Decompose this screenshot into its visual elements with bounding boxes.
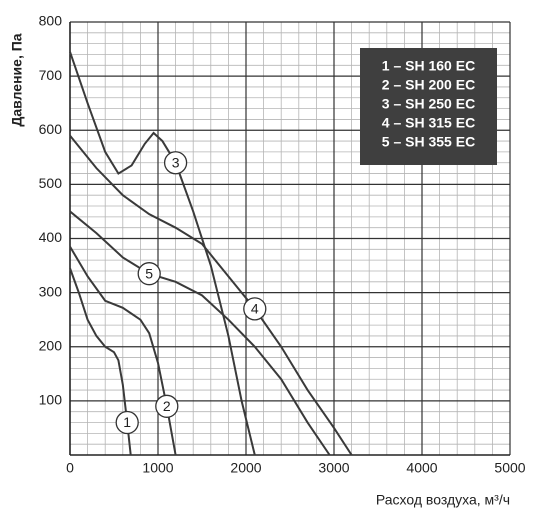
x-axis-label: Расход воздуха, м³/ч [376,492,510,508]
curve-label-circle [163,151,188,175]
x-tick-label: 1000 [142,460,173,476]
y-axis-label: Давление, Па [9,33,25,126]
curve-label-circle [243,297,267,321]
y-tick-label: 500 [39,175,63,191]
x-tick-label: 2000 [230,460,261,476]
curve [69,135,353,456]
curve-label: 5 [145,265,153,281]
legend-label: 4 – SH 315 EC [382,115,475,131]
y-tick-label: 100 [39,392,63,408]
y-tick-label: 200 [39,337,63,353]
legend-box [360,48,497,165]
x-tick-label: 0 [66,460,74,476]
curve-label: 2 [163,398,171,414]
y-tick-label: 600 [39,121,63,137]
legend-label: 5 – SH 355 EC [382,134,475,150]
x-tick-label: 5000 [494,460,525,476]
legend-label: 3 – SH 250 EC [382,96,475,112]
curve-label: 4 [251,301,259,317]
legend-label: 2 – SH 200 EC [382,77,475,93]
x-tick-label: 4000 [406,460,437,476]
y-tick-label: 800 [39,13,63,29]
curve [69,267,132,456]
y-tick-label: 700 [39,67,63,83]
y-tick-label: 400 [39,229,63,245]
legend-label: 1 – SH 160 EC [382,58,475,74]
curve [69,246,177,456]
y-tick-label: 300 [39,283,63,299]
curve [69,210,331,456]
curve-label-circle [115,410,139,435]
curve-label-circle [155,394,179,418]
curve-label: 3 [172,154,180,170]
x-tick-label: 3000 [318,460,349,476]
curve-label: 1 [123,414,131,430]
curve-label-circle [137,262,161,286]
curve [69,51,256,456]
